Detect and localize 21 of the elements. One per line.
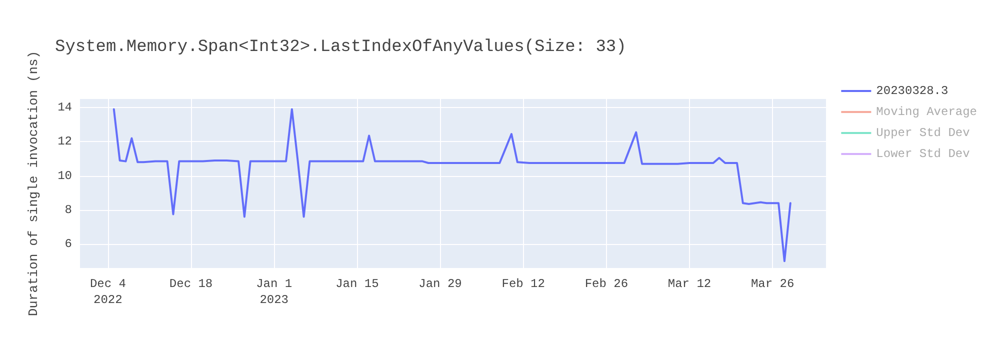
chart-title: System.Memory.Span<Int32>.LastIndexOfAnyValues(Size: 33) xyxy=(55,38,626,57)
x-tick-label: Dec 18 xyxy=(169,277,213,291)
x-tick-label: Feb 12 xyxy=(502,277,545,291)
y-tick-label: 6 xyxy=(64,237,72,252)
x-tick-label: Mar 26 xyxy=(750,277,794,291)
line-series xyxy=(112,108,792,262)
y-tick-label: 12 xyxy=(58,134,72,149)
x-tick-label: Jan 29 xyxy=(418,277,462,291)
y-tick-label: 10 xyxy=(58,168,72,183)
x-tick-label: Jan 1 2023 xyxy=(256,277,292,307)
y-tick-label: 14 xyxy=(58,100,72,115)
x-tick-label: Mar 12 xyxy=(668,277,712,291)
y-axis-title: Duration of single invocation (ns) xyxy=(26,50,41,316)
x-tick-label: Jan 15 xyxy=(336,277,379,291)
x-tick-label: Feb 26 xyxy=(584,277,628,291)
x-tick-label: Dec 4 2022 xyxy=(90,277,126,307)
legend-label: 20230328.3 xyxy=(876,84,948,98)
legend-label: Upper Std Dev xyxy=(876,126,970,140)
y-tick-label: 8 xyxy=(64,202,72,217)
legend-label: Moving Average xyxy=(876,105,978,119)
legend-label: Lower Std Dev xyxy=(876,147,970,161)
